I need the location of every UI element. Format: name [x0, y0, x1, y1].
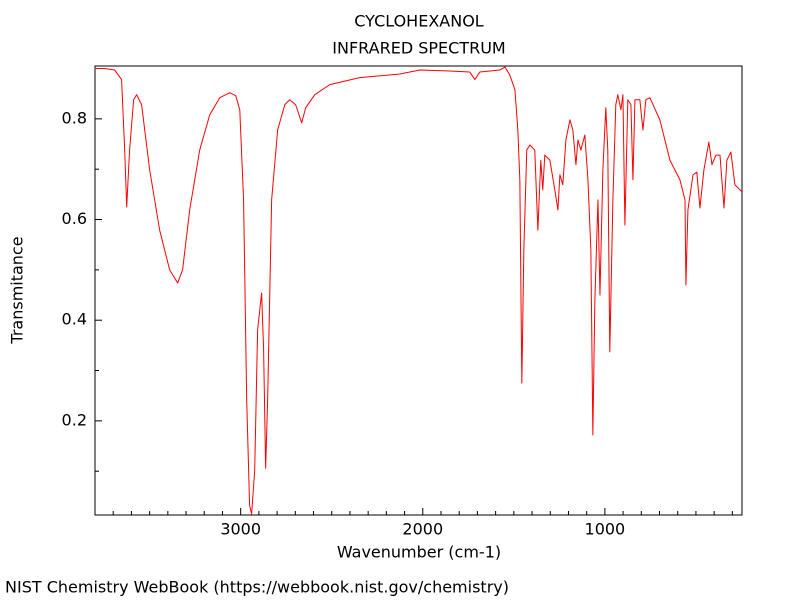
y-tick-label: 0.8	[62, 108, 87, 127]
chart-subtitle: INFRARED SPECTRUM	[332, 39, 505, 58]
x-tick-label: 3000	[220, 520, 261, 539]
y-tick-label: 0.6	[62, 209, 87, 228]
x-tick-label: 2000	[402, 520, 443, 539]
y-tick-label: 0.2	[62, 410, 87, 429]
spectrum-line	[95, 66, 743, 515]
source-note: NIST Chemistry WebBook (https://webbook.…	[5, 578, 509, 597]
chart-title: CYCLOHEXANOL	[354, 12, 484, 31]
y-tick-label: 0.4	[62, 310, 87, 329]
x-tick-label: 1000	[585, 520, 626, 539]
y-axis-label: Transmitance	[8, 236, 27, 344]
plot-frame	[94, 65, 743, 516]
x-axis-label: Wavenumber (cm-1)	[337, 543, 501, 562]
